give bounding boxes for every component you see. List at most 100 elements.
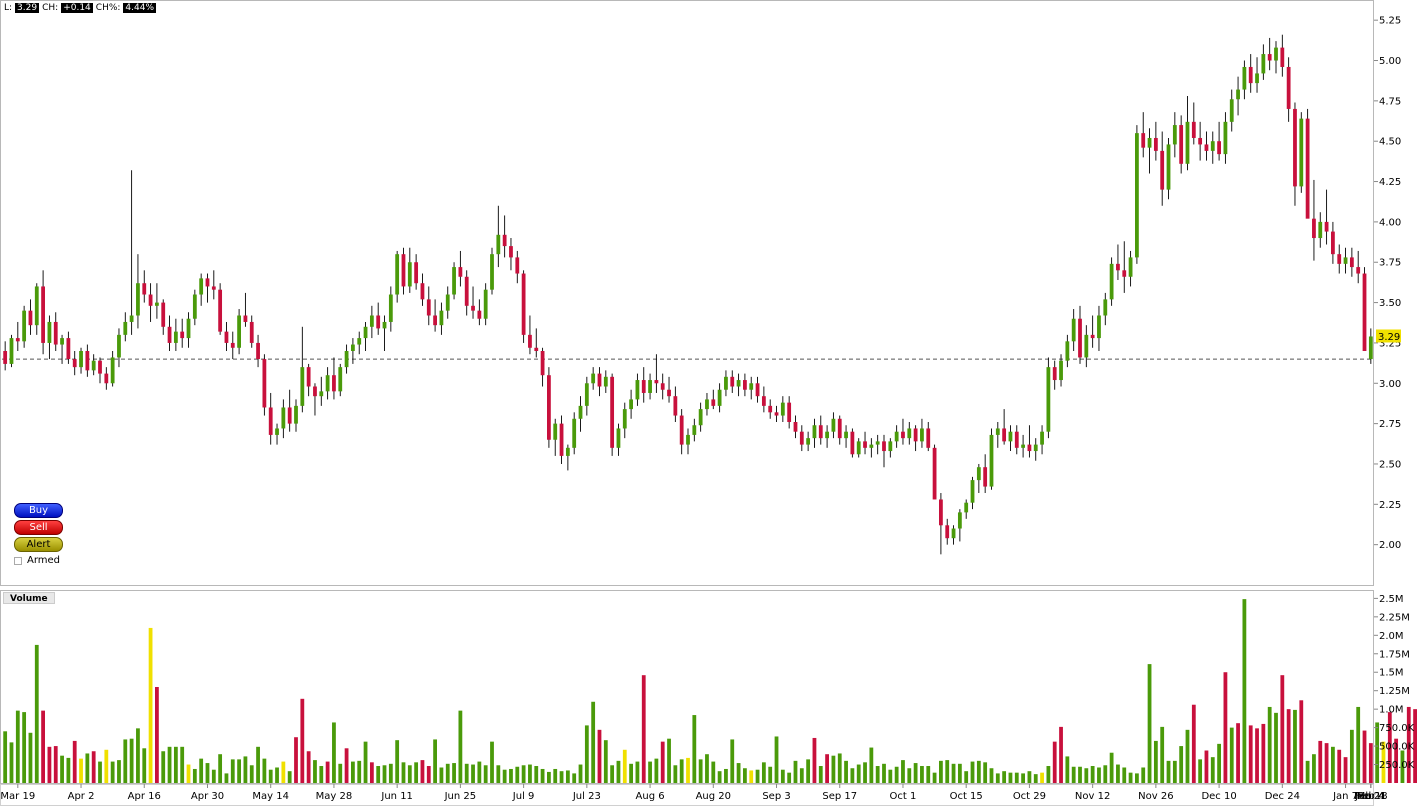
candle-body (907, 428, 912, 439)
volume-bar (932, 772, 937, 783)
volume-bar (1141, 767, 1146, 783)
change-value: +0.14 (61, 3, 93, 13)
candle (173, 318, 178, 351)
candle (660, 373, 665, 400)
volume-bar (1166, 760, 1171, 783)
candle-body (591, 373, 596, 384)
candle (477, 299, 482, 326)
candle-body (357, 338, 362, 345)
candle (1084, 325, 1089, 368)
candle-body (787, 402, 792, 423)
date-tick-label: Oct 29 (1013, 791, 1046, 802)
candle (1109, 257, 1114, 306)
candle (812, 418, 817, 448)
date-tick-label: Sep 3 (762, 791, 790, 802)
candle (199, 273, 204, 306)
candle-body (1236, 89, 1240, 100)
candle (780, 396, 785, 423)
candle (1349, 247, 1354, 277)
candle-body (53, 321, 58, 345)
candle-body (1293, 108, 1297, 187)
volume-bar (155, 687, 159, 783)
candle-body (9, 338, 14, 364)
candle-body (761, 396, 766, 406)
date-tick-label: Apr 16 (128, 791, 161, 802)
candle-body (1286, 66, 1291, 109)
candle-body (641, 380, 646, 393)
last-label: L: (4, 3, 13, 13)
volume-bar (129, 738, 134, 783)
candle-body (534, 347, 539, 351)
candle (243, 292, 248, 327)
volume-bar (1280, 675, 1285, 783)
buy-button[interactable]: Buy (14, 503, 63, 518)
candle-body (275, 428, 279, 435)
volume-bar (1387, 712, 1392, 783)
candle-body (79, 351, 83, 368)
candle (249, 315, 254, 348)
candle (616, 423, 621, 456)
date-tick-label: Dec 10 (1201, 791, 1236, 802)
candle (749, 376, 754, 400)
candle-body (736, 380, 741, 387)
candle-body (34, 286, 39, 326)
volume-bar (749, 770, 754, 783)
candle-body (1368, 336, 1373, 360)
date-tick-label: Oct 15 (950, 791, 983, 802)
candle (161, 299, 166, 335)
candle-body (844, 431, 848, 439)
candle-body (1109, 263, 1114, 300)
alert-button[interactable]: Alert (14, 537, 63, 552)
last-price-tag-bg (1376, 329, 1401, 343)
candle (1204, 131, 1209, 161)
candle (1248, 54, 1253, 93)
date-tick-label: Oct 1 (890, 791, 917, 802)
volume-bar (957, 763, 962, 783)
candle (1318, 212, 1323, 248)
price-tick-label: 4.50 (1379, 137, 1401, 148)
candle (167, 315, 172, 351)
volume-bar (901, 760, 905, 783)
candle (376, 302, 381, 335)
volume-bar (1299, 700, 1304, 783)
volume-bar (1324, 743, 1329, 783)
volume-bar (148, 627, 153, 783)
volume-bar (995, 773, 1000, 783)
volume-bar (477, 761, 482, 783)
sell-button[interactable]: Sell (14, 520, 63, 535)
candle (888, 438, 893, 458)
volume-bar (142, 748, 147, 783)
candle (155, 283, 159, 319)
candlestick-series (3, 34, 1373, 555)
candle (338, 363, 343, 397)
volume-bar (243, 756, 248, 783)
volume-bar (1135, 773, 1139, 783)
volume-bar (641, 675, 646, 783)
candle-body (490, 254, 494, 290)
candle (344, 344, 349, 374)
volume-bar (1116, 764, 1120, 783)
candle-body (686, 434, 690, 445)
volume-bar (913, 763, 918, 783)
volume-bar (1210, 757, 1215, 783)
candle-body (610, 376, 615, 448)
volume-bar (395, 740, 400, 783)
volume-bar (401, 762, 406, 783)
candle-body (287, 407, 292, 424)
armed-checkbox-box[interactable] (14, 556, 22, 565)
volume-bar (452, 763, 456, 783)
candle (1356, 250, 1361, 284)
candle-body (433, 315, 437, 326)
date-tick-label: Jun 11 (380, 791, 413, 802)
candle-body (1128, 257, 1133, 277)
candle-body (995, 428, 1000, 435)
volume-bar (565, 770, 570, 783)
volume-bar (603, 740, 608, 783)
candle (679, 409, 684, 455)
volume-tick-label: 2.0M (1379, 631, 1404, 642)
candle-body (300, 367, 305, 406)
volume-bar (806, 759, 811, 783)
price-tick-label: 3.50 (1379, 298, 1401, 309)
armed-checkbox[interactable]: Armed (14, 555, 60, 566)
